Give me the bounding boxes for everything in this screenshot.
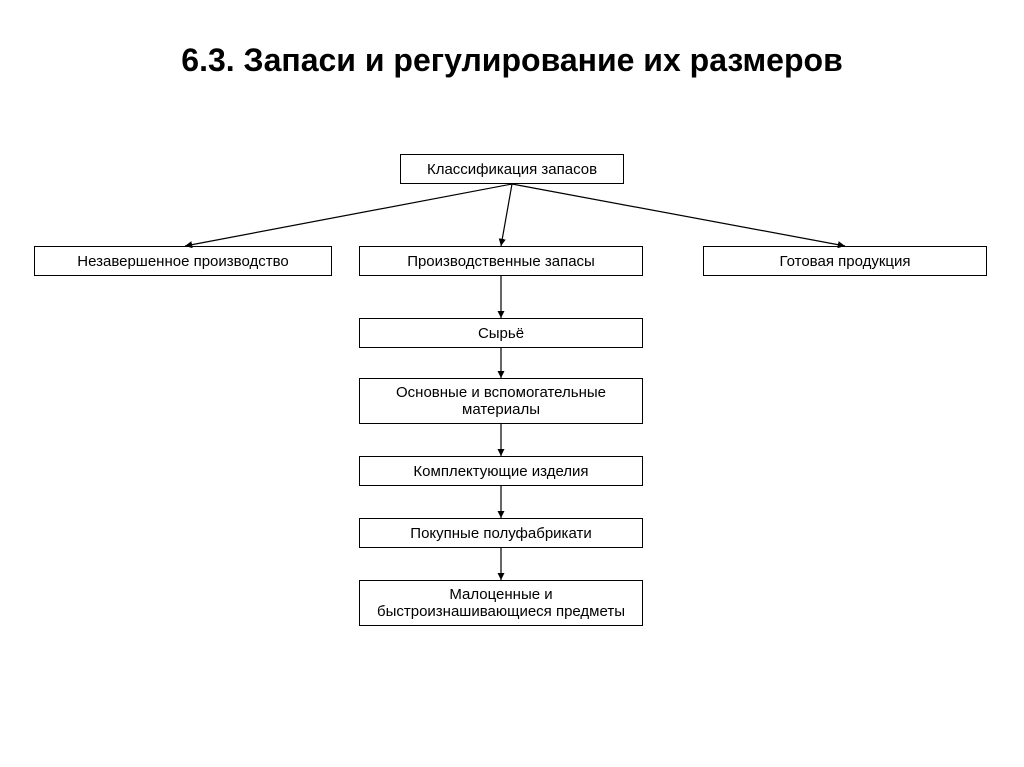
node-left-label: Незавершенное производство — [77, 253, 289, 270]
node-root: Классификация запасов — [400, 154, 624, 184]
node-c4: Покупные полуфабрикати — [359, 518, 643, 548]
node-c3-label: Комплектующие изделия — [413, 463, 588, 480]
node-c2-label: Основные и вспомогательные материалы — [366, 384, 636, 418]
page-title: 6.3. Запаси и регулирование их размеров — [0, 42, 1024, 79]
node-c1-label: Сырьё — [478, 325, 524, 342]
node-c5-label: Малоценные и быстроизнашивающиеся предме… — [366, 586, 636, 620]
node-root-label: Классификация запасов — [427, 161, 597, 178]
node-center-label: Производственные запасы — [407, 253, 595, 270]
node-right: Готовая продукция — [703, 246, 987, 276]
node-c4-label: Покупные полуфабрикати — [410, 525, 591, 542]
node-right-label: Готовая продукция — [780, 253, 911, 270]
node-center: Производственные запасы — [359, 246, 643, 276]
edge-root-left — [185, 184, 512, 246]
edge-root-right — [512, 184, 845, 246]
node-c2: Основные и вспомогательные материалы — [359, 378, 643, 424]
node-left: Незавершенное производство — [34, 246, 332, 276]
edge-root-center — [501, 184, 512, 246]
node-c1: Сырьё — [359, 318, 643, 348]
node-c3: Комплектующие изделия — [359, 456, 643, 486]
node-c5: Малоценные и быстроизнашивающиеся предме… — [359, 580, 643, 626]
diagram-stage: 6.3. Запаси и регулирование их размеров … — [0, 0, 1024, 767]
